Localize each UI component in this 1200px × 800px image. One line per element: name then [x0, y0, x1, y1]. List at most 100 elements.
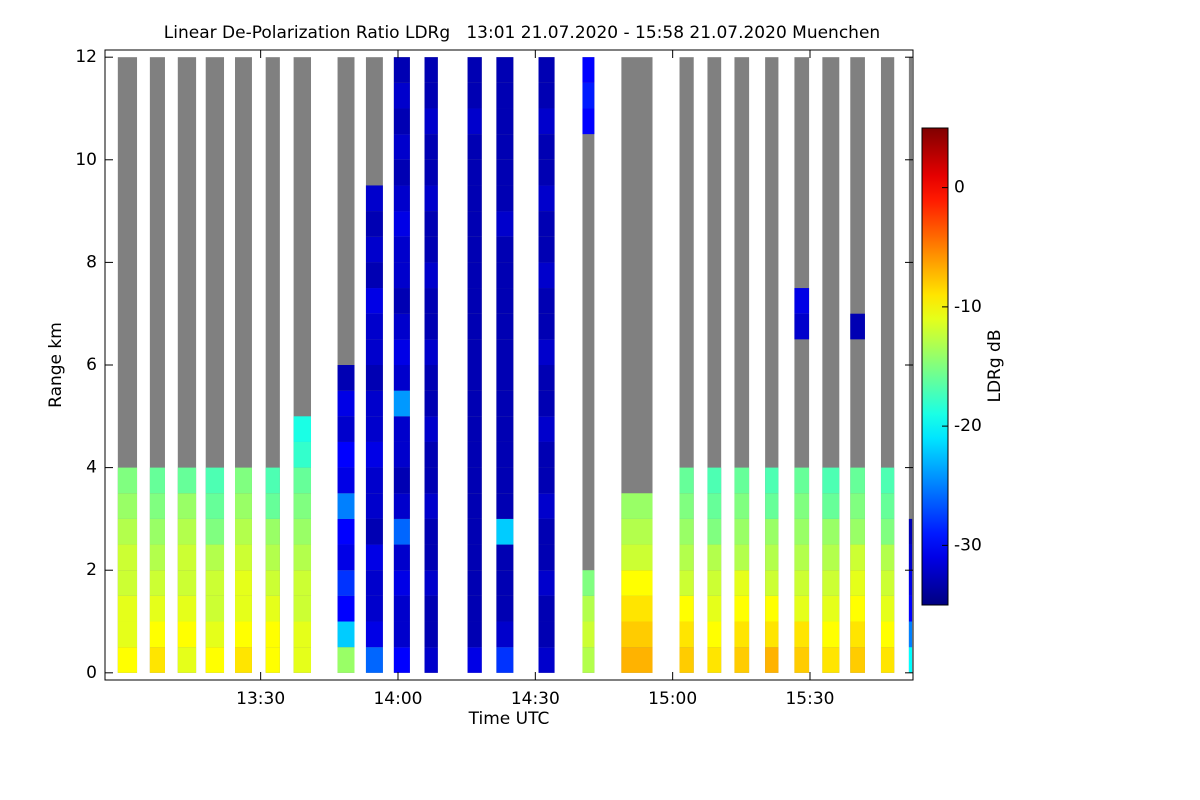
cell: [393, 288, 410, 314]
cell: [582, 621, 595, 648]
cell: [707, 621, 722, 648]
cell: [365, 339, 383, 365]
cell: [467, 262, 482, 289]
cell: [393, 262, 410, 289]
cell: [424, 595, 438, 622]
cell: [822, 570, 840, 596]
cell: [538, 211, 555, 237]
cell: [365, 441, 383, 468]
cell: [117, 518, 138, 545]
colorbar-scale: [921, 127, 949, 606]
cell: [424, 236, 438, 263]
cell: [880, 647, 895, 673]
cell: [365, 518, 383, 545]
cell: [880, 621, 895, 648]
cell: [496, 467, 514, 494]
cell: [822, 595, 840, 622]
cell: [467, 390, 482, 417]
cell: [880, 595, 895, 622]
cell: [265, 467, 280, 494]
cell: [850, 621, 865, 648]
x-axis-label: Time UTC: [468, 709, 550, 729]
cell: [496, 595, 514, 622]
cell: [393, 211, 410, 237]
cell: [538, 595, 555, 622]
cell: [393, 595, 410, 622]
cell: [393, 570, 410, 596]
cell: [365, 236, 383, 263]
cell: [205, 467, 225, 494]
cell: [734, 621, 750, 648]
cell: [707, 570, 722, 596]
cell: [467, 211, 482, 237]
cell: [293, 518, 312, 545]
cell: [496, 416, 514, 442]
cell: [538, 262, 555, 289]
cell: [467, 647, 482, 673]
cell: [496, 647, 514, 673]
cell: [235, 467, 252, 494]
cell: [467, 57, 482, 83]
cell: [365, 467, 383, 494]
cell: [205, 595, 225, 622]
cell: [337, 595, 355, 622]
cell: [467, 518, 482, 545]
cell: [337, 365, 355, 391]
cell: [880, 570, 895, 596]
cell: [424, 390, 438, 417]
cell: [765, 518, 779, 545]
profile-background: [582, 57, 595, 673]
cell: [679, 621, 694, 648]
cell: [365, 544, 383, 571]
cell: [393, 134, 410, 160]
cell: [293, 595, 312, 622]
cell: [496, 518, 514, 545]
cell: [365, 390, 383, 417]
cell: [538, 313, 555, 340]
cell: [850, 595, 865, 622]
cell: [337, 544, 355, 571]
cell: [117, 595, 138, 622]
cell: [908, 570, 913, 596]
cell: [734, 493, 750, 519]
cell: [337, 621, 355, 648]
cell: [424, 416, 438, 442]
cell: [393, 365, 410, 391]
cell: [177, 595, 197, 622]
y-tick-label: 0: [86, 663, 97, 683]
cell: [205, 621, 225, 648]
cell: [496, 570, 514, 596]
cell: [621, 518, 653, 545]
cell: [496, 262, 514, 289]
cell: [235, 544, 252, 571]
cell: [822, 647, 840, 673]
cell: [679, 647, 694, 673]
cell: [467, 313, 482, 340]
cell: [538, 288, 555, 314]
cell: [538, 134, 555, 160]
cell: [393, 416, 410, 442]
cell: [679, 467, 694, 494]
cell: [293, 416, 312, 442]
cell: [365, 647, 383, 673]
cell: [149, 595, 165, 622]
cell: [424, 647, 438, 673]
y-axis-label: Range km: [46, 322, 66, 408]
cell: [424, 159, 438, 186]
cell: [908, 518, 913, 545]
cell: [467, 108, 482, 135]
cell: [734, 544, 750, 571]
cell: [850, 467, 865, 494]
cell: [149, 467, 165, 494]
cell: [393, 621, 410, 648]
cell: [679, 493, 694, 519]
cell: [365, 621, 383, 648]
colorbar-tick-label: 0: [954, 178, 965, 198]
cell: [880, 493, 895, 519]
cell: [496, 57, 514, 83]
cell: [467, 185, 482, 212]
cell: [467, 82, 482, 109]
cell: [765, 544, 779, 571]
cell: [467, 467, 482, 494]
